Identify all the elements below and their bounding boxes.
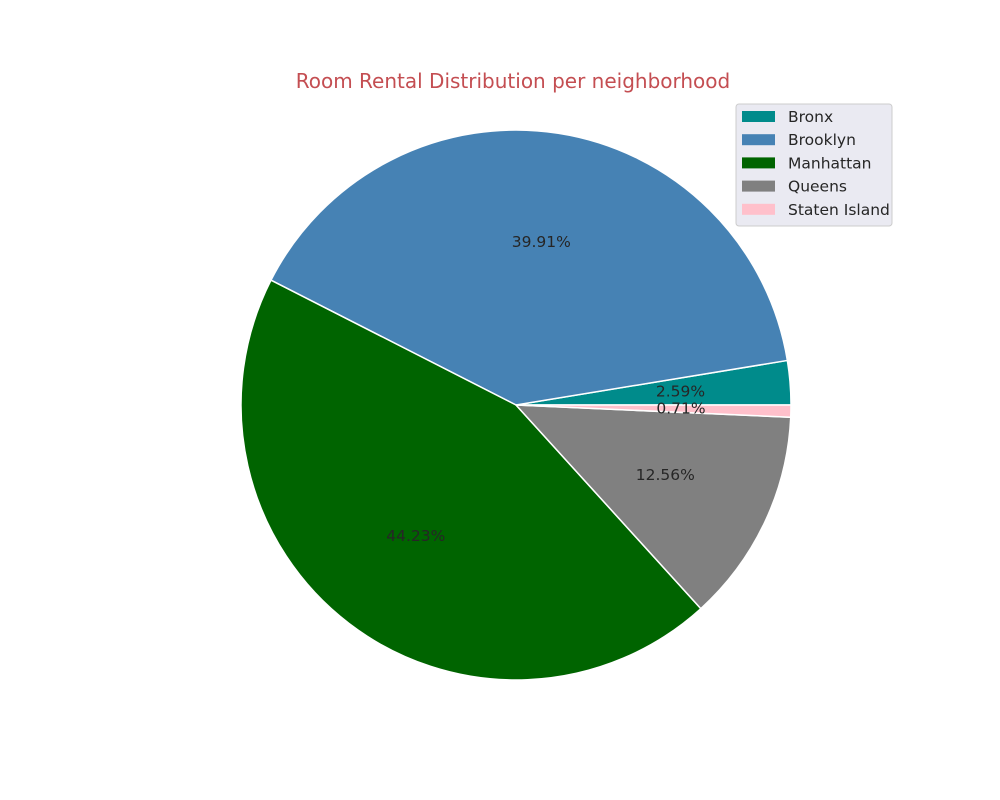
legend-label-brooklyn: Brooklyn: [788, 131, 856, 149]
pie-slice-manhattan: [240, 279, 702, 681]
legend-swatch-brooklyn: [742, 134, 775, 146]
pie-label-staten-island: 0.71%: [656, 400, 705, 418]
legend-swatch-manhattan: [742, 157, 775, 169]
pie-slice-brooklyn: [270, 129, 789, 406]
legend-swatch-staten-island: [742, 203, 775, 215]
pie-label-manhattan: 44.23%: [386, 527, 445, 545]
pie-slice-staten-island: [515, 404, 792, 419]
pie-label-queens: 12.56%: [636, 466, 695, 484]
legend-label-bronx: Bronx: [788, 108, 833, 126]
pie-percent-labels: 2.59% 39.91% 44.23% 12.56% 0.71%: [386, 233, 705, 545]
legend-swatch-queens: [742, 180, 775, 192]
legend: Bronx Brooklyn Manhattan Queens Staten Islan…: [735, 103, 893, 227]
legend-label-manhattan: Manhattan: [788, 154, 872, 172]
legend-label-queens: Queens: [788, 178, 847, 196]
pie-label-brooklyn: 39.91%: [512, 233, 571, 251]
pie-label-bronx: 2.59%: [656, 383, 705, 401]
legend-label-staten-island: Staten Island: [788, 201, 890, 219]
chart-title: Room Rental Distribution per neighborhoo…: [296, 69, 730, 93]
pie-slices: [240, 129, 792, 681]
legend-swatch-bronx: [742, 111, 775, 122]
pie-slice-queens: [515, 404, 792, 610]
